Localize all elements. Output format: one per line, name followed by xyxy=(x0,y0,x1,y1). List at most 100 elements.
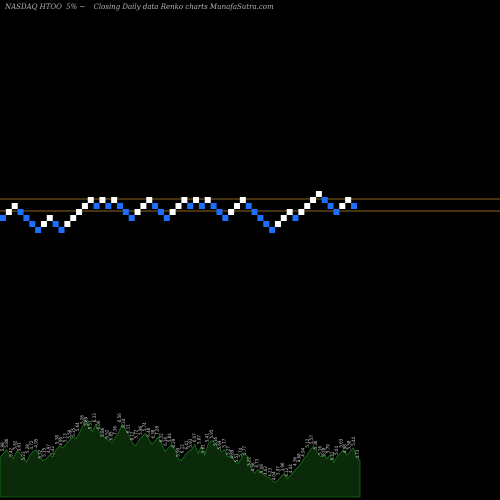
renko-brick-up xyxy=(111,197,118,203)
description-label: Closing Daily data Renko charts MunafaSu… xyxy=(94,3,274,11)
renko-brick-down xyxy=(257,215,264,221)
renko-brick-down xyxy=(269,227,276,233)
renko-brick-up xyxy=(228,209,235,215)
renko-brick-down xyxy=(187,203,194,209)
renko-brick-down xyxy=(251,209,258,215)
volume-label: 5.23 xyxy=(21,451,26,460)
renko-brick-down xyxy=(58,227,65,233)
renko-brick-up xyxy=(81,203,88,209)
volume-label: 5.87 xyxy=(196,435,201,444)
volume-label: 5.17 xyxy=(221,438,226,447)
volume-label: 5.26 xyxy=(79,415,84,424)
renko-brick-down xyxy=(52,221,59,227)
renko-brick-up xyxy=(169,209,176,215)
volume-label: 5.32 xyxy=(38,449,43,458)
renko-bricks xyxy=(0,191,357,233)
renko-brick-up xyxy=(310,197,317,203)
volume-label: 4.73 xyxy=(255,458,260,467)
volume-label: 5.61 xyxy=(200,444,205,453)
renko-brick-up xyxy=(99,197,106,203)
volume-label: 5.44 xyxy=(351,436,356,445)
volume-label: 5.42 xyxy=(8,447,13,456)
renko-brick-up xyxy=(140,203,147,209)
volume-label: 4.94 xyxy=(301,447,306,456)
renko-brick-up xyxy=(11,203,18,209)
volume-label: 4.23 xyxy=(267,467,272,476)
renko-brick-down xyxy=(29,221,36,227)
renko-brick-down xyxy=(163,215,170,221)
volume-label: 6.41 xyxy=(184,440,189,449)
volume-label: 6.85 xyxy=(109,431,114,440)
renko-brick-down xyxy=(93,203,100,209)
renko-brick-down xyxy=(105,203,112,209)
volume-label: 4.95 xyxy=(33,438,38,447)
volume-label: 5.12 xyxy=(305,438,310,447)
volume-label: 6.32 xyxy=(159,433,164,442)
volume-label: 4.98 xyxy=(342,444,347,453)
renko-brick-up xyxy=(5,209,12,215)
volume-label: 6.12 xyxy=(129,431,134,440)
volume-label: 5.74 xyxy=(142,422,147,431)
renko-brick-down xyxy=(216,209,223,215)
renko-brick-down xyxy=(263,221,270,227)
volume-label: 5.62 xyxy=(13,440,18,449)
renko-brick-up xyxy=(234,203,240,209)
volume-label: 4.68 xyxy=(297,453,302,462)
renko-brick-up xyxy=(286,209,293,215)
volume-label: 5.04 xyxy=(334,446,339,455)
volume-label: 4.12 xyxy=(284,467,289,476)
volume-label: 4.36 xyxy=(292,456,297,465)
renko-brick-up xyxy=(298,209,305,215)
volume-label: 6.24 xyxy=(121,418,126,427)
volume-label: 5.98 xyxy=(0,442,5,451)
volume-label: 6.16 xyxy=(163,436,168,445)
volume-label: 5.57 xyxy=(309,435,314,444)
volume-label: 5.22 xyxy=(246,456,251,465)
renko-brick-up xyxy=(40,221,47,227)
volume-label: 6.56 xyxy=(117,413,122,422)
volume-label: 4.04 xyxy=(271,471,276,480)
renko-brick-up xyxy=(64,221,71,227)
renko-brick-down xyxy=(321,197,328,203)
volume-label: 4.72 xyxy=(29,440,34,449)
renko-brick-down xyxy=(327,203,334,209)
volume-label: 4.44 xyxy=(288,464,293,473)
volume-label: 5.63 xyxy=(338,438,343,447)
renko-brick-down xyxy=(122,209,129,215)
volume-label: 5.08 xyxy=(259,464,264,473)
volume-label: 5.89 xyxy=(84,416,89,425)
renko-brick-up xyxy=(204,197,211,203)
volume-label: 5.15 xyxy=(42,447,47,456)
volume-label: 5.93 xyxy=(188,438,193,447)
volume-label: 5.96 xyxy=(138,426,143,435)
renko-brick-up xyxy=(87,197,94,203)
volume-label: 6.29 xyxy=(171,438,176,447)
ticker-label: NASDAQ HTOO xyxy=(4,3,62,11)
renko-brick-up xyxy=(181,197,188,203)
renko-brick-down xyxy=(157,209,164,215)
renko-brick-up xyxy=(315,191,322,197)
volume-label: 4.97 xyxy=(46,444,51,453)
volume-label: 5.79 xyxy=(326,444,331,453)
volume-label: 5.36 xyxy=(313,440,318,449)
renko-brick-down xyxy=(152,203,159,209)
renko-brick-down xyxy=(245,203,252,209)
volume-label: 6.06 xyxy=(96,420,101,429)
renko-brick-down xyxy=(198,203,205,209)
reference-lines xyxy=(0,198,500,212)
renko-brick-down xyxy=(222,215,229,221)
renko-brick-up xyxy=(280,215,287,221)
volume-label: 4.56 xyxy=(251,462,256,471)
renko-brick-up xyxy=(46,215,53,221)
volume-labels: 5.98 5.865.425.62 5.615.235.28 4.72 4.955.32… xyxy=(0,413,360,481)
volume-label: 4.62 xyxy=(263,466,268,475)
volume-label: 4.89 xyxy=(230,449,235,458)
volume-label: 5.28 xyxy=(322,447,327,456)
volume-label: 5.84 xyxy=(167,433,172,442)
renko-brick-up xyxy=(193,197,200,203)
volume-label: 5.13 xyxy=(63,433,68,442)
volume-label: 5.42 xyxy=(50,446,55,455)
renko-brick-up xyxy=(239,197,246,203)
renko-brick-up xyxy=(175,203,182,209)
